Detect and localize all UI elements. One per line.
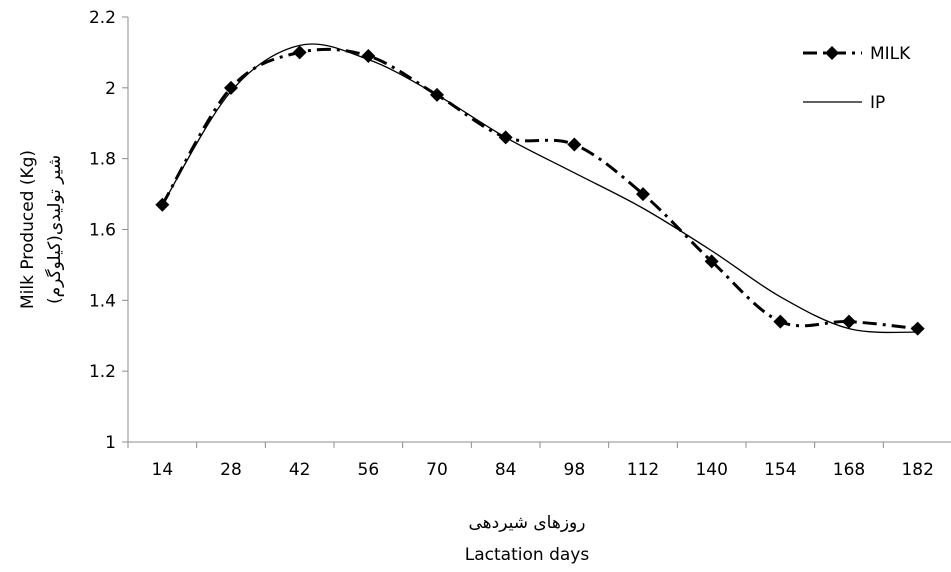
legend-ip-label: IP xyxy=(870,93,885,113)
y-tick-label: 1 xyxy=(105,433,116,453)
tick-labels: 1 1.2 1.4 1.6 1.8 2 2.2 14 28 42 56 70 84 98 112 140 154… xyxy=(89,8,934,480)
milk-series-line xyxy=(161,47,918,331)
milk-data-point xyxy=(773,314,788,329)
x-tick-label: 154 xyxy=(764,460,796,480)
y-tick-label: 1.4 xyxy=(89,291,116,311)
milk-data-point xyxy=(498,130,513,145)
ip-series-line xyxy=(161,43,918,334)
milk-data-point xyxy=(842,314,856,329)
y-tick-label: 2 xyxy=(105,79,116,99)
legend: MILK IP xyxy=(803,44,911,113)
x-tick-label: 112 xyxy=(627,460,659,480)
milk-data-point xyxy=(704,254,719,269)
milk-data-point xyxy=(155,197,170,212)
y-axis-title: Milk Produced (Kg) xyxy=(18,150,38,309)
x-tick-label: 168 xyxy=(833,460,865,480)
x-tick-label: 84 xyxy=(495,460,517,480)
y-tick-label: 1.6 xyxy=(89,221,116,241)
milk-data-point xyxy=(224,80,238,95)
x-tick-label: 182 xyxy=(901,460,933,480)
y-axis-title-persian: شیر تولیدی(کیلوگرم) xyxy=(44,155,65,304)
milk-data-point xyxy=(636,187,650,202)
milk-data-point xyxy=(910,321,925,336)
milk-data-point xyxy=(567,137,582,152)
x-tick-label: 56 xyxy=(358,460,380,480)
milk-data-point xyxy=(430,87,444,102)
x-tick-label: 28 xyxy=(220,460,242,480)
x-tick-label: 14 xyxy=(152,460,174,480)
y-tick-label: 2.2 xyxy=(89,8,116,28)
series-layer xyxy=(155,43,925,336)
legend-milk-swatch-marker xyxy=(825,46,839,60)
milk-data-point xyxy=(292,45,307,60)
x-tick-label: 98 xyxy=(564,460,586,480)
x-tick-label: 140 xyxy=(695,460,727,480)
axes xyxy=(122,16,951,448)
milk-data-point xyxy=(361,48,376,63)
x-axis-title-persian: روزهای شیردهی xyxy=(469,513,586,533)
x-axis-title: Lactation days xyxy=(465,545,590,565)
y-tick-label: 1.2 xyxy=(89,362,116,382)
y-tick-label: 1.8 xyxy=(89,150,116,170)
x-tick-label: 70 xyxy=(426,460,448,480)
x-tick-label: 42 xyxy=(289,460,311,480)
legend-milk-label: MILK xyxy=(870,44,911,64)
